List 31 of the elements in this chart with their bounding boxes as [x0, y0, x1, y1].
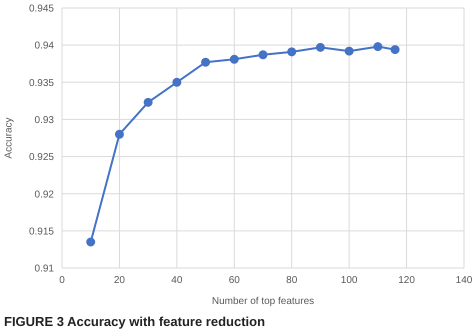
- caption: FIGURE 3 Accuracy with feature reduction: [4, 314, 266, 329]
- point: [86, 238, 96, 246]
- y-tick-label: 0.92: [34, 189, 54, 200]
- point: [373, 42, 382, 52]
- point: [316, 42, 325, 52]
- y-tick-label: 0.91: [34, 264, 54, 275]
- y-tick-label: 0.945: [28, 4, 54, 15]
- x-tick-label: 0: [59, 275, 66, 286]
- x-tick-label: 140: [456, 275, 473, 286]
- y-tick-label: 0.94: [34, 40, 54, 52]
- x-tick-label: 120: [398, 275, 416, 286]
- x-axis-title: Number of top features: [212, 296, 314, 307]
- y-tick-label: 0.935: [28, 78, 54, 89]
- y-axis-title: Accuracy: [4, 117, 15, 159]
- x-tick-label: 40: [171, 275, 183, 286]
- y-tick-label: 0.925: [28, 152, 54, 164]
- point: [144, 98, 153, 107]
- y-tick-label: 0.93: [34, 114, 54, 126]
- point: [287, 47, 296, 56]
- y-tick-label: 0.915: [28, 226, 54, 238]
- x-tick-label: 20: [114, 275, 126, 286]
- point: [258, 50, 268, 60]
- point: [114, 130, 124, 139]
- point: [201, 58, 210, 67]
- point: [230, 54, 239, 64]
- x-tick-label: 100: [340, 275, 358, 286]
- point: [172, 78, 182, 87]
- x-tick-label: 80: [286, 275, 298, 286]
- x-tick-label: 60: [228, 275, 240, 286]
- point: [344, 46, 354, 56]
- point: [390, 45, 400, 54]
